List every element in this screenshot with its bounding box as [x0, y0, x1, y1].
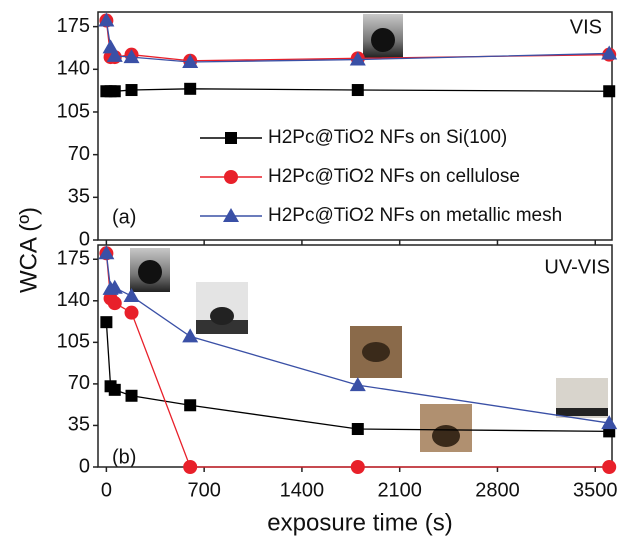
photo-drop — [210, 307, 234, 325]
x-tick-label: 2100 — [377, 479, 422, 501]
marker — [602, 460, 616, 474]
x-tick-label: 2800 — [475, 479, 520, 501]
chart: WCA (º) exposure time (s) VIS UV-VIS (a)… — [0, 0, 618, 540]
legend-label: H2Pc@TiO2 NFs on metallic mesh — [268, 205, 562, 226]
photo-drop — [138, 260, 162, 284]
y-tick-label: 105 — [57, 331, 90, 353]
x-tick-label: 0 — [101, 479, 112, 501]
marker — [109, 85, 121, 97]
marker — [126, 84, 138, 96]
panel-tag: (b) — [112, 446, 136, 468]
panel-label: UV-VIS — [544, 256, 610, 278]
y-tick-label: 175 — [57, 248, 90, 270]
marker — [603, 85, 615, 97]
y-tick-label: 35 — [68, 414, 90, 436]
photo-drop — [371, 28, 395, 52]
marker — [352, 84, 364, 96]
panel-tag: (a) — [112, 206, 136, 228]
marker — [100, 316, 112, 328]
legend-marker — [225, 132, 237, 144]
marker — [184, 83, 196, 95]
marker — [109, 384, 121, 396]
x-tick-label: 3500 — [573, 479, 618, 501]
y-tick-label: 140 — [57, 289, 90, 311]
y-tick-label: 70 — [68, 372, 90, 394]
legend-label: H2Pc@TiO2 NFs on cellulose — [268, 166, 520, 187]
y-axis-label: WCA (º) — [15, 207, 42, 293]
marker — [108, 296, 122, 310]
legend-label: H2Pc@TiO2 NFs on Si(100) — [268, 127, 507, 148]
legend-marker — [223, 208, 239, 222]
x-tick-label: 1400 — [280, 479, 325, 501]
legend-marker — [224, 170, 238, 184]
marker — [125, 306, 139, 320]
marker — [183, 460, 197, 474]
x-tick-label: 700 — [187, 479, 220, 501]
y-tick-label: 175 — [57, 15, 90, 37]
y-tick-label: 140 — [57, 58, 90, 80]
y-tick-label: 70 — [68, 143, 90, 165]
panel-label: VIS — [570, 16, 602, 38]
x-axis-label: exposure time (s) — [267, 509, 452, 536]
marker — [352, 423, 364, 435]
y-tick-label: 0 — [79, 455, 90, 477]
photo-drop — [432, 425, 460, 447]
photo-drop — [362, 342, 390, 362]
y-tick-label: 105 — [57, 100, 90, 122]
marker — [182, 328, 198, 342]
marker — [126, 390, 138, 402]
marker — [351, 460, 365, 474]
y-tick-label: 35 — [68, 186, 90, 208]
marker — [184, 399, 196, 411]
photo-base — [556, 408, 608, 416]
